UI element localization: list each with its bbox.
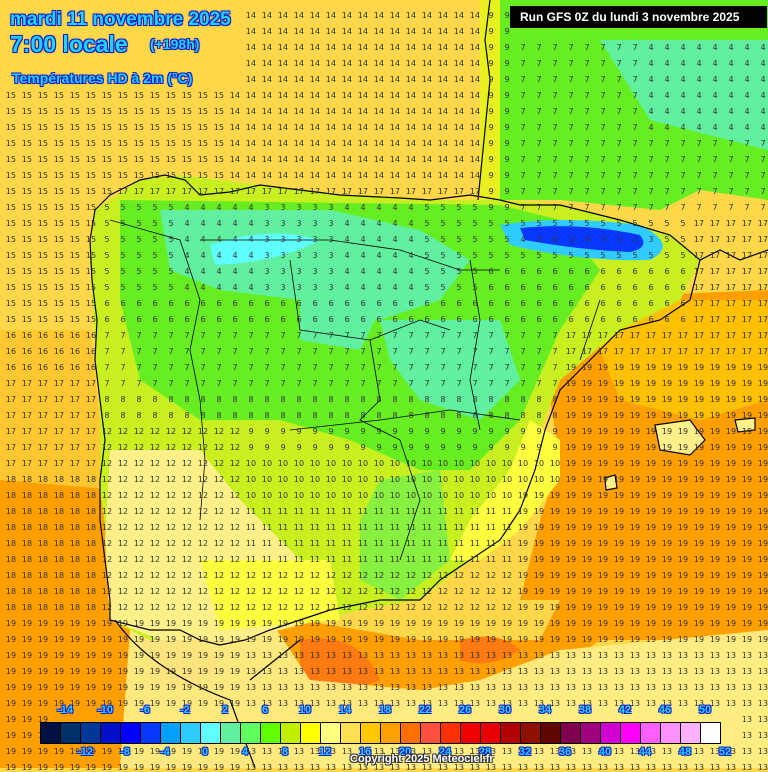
colorbar-swatch [341, 723, 361, 743]
colorbar-swatch [261, 723, 281, 743]
colorbar-label-bottom: -4 [160, 746, 170, 758]
colorbar-swatch [561, 723, 581, 743]
colorbar-swatch [621, 723, 641, 743]
colorbar-swatch [581, 723, 601, 743]
colorbar-label-top: -14 [57, 704, 73, 716]
colorbar-label-top: 50 [698, 704, 712, 716]
variable-title: Températures HD à 2m (°C) [12, 70, 193, 86]
colorbar-label-bottom: 20 [398, 746, 412, 758]
colorbar-label-top: 46 [658, 704, 672, 716]
colorbar-label-bottom: 32 [518, 746, 532, 758]
colorbar-swatch [501, 723, 521, 743]
colorbar-swatch [401, 723, 421, 743]
colorbar-label-bottom: 28 [478, 746, 492, 758]
colorbar-label-bottom: 48 [678, 746, 692, 758]
colorbar-swatch [221, 723, 241, 743]
colorbar-label-top: -6 [140, 704, 150, 716]
colorbar-label-top: 34 [538, 704, 552, 716]
colorbar-swatch [41, 723, 61, 743]
colorbar-label-top: 14 [338, 704, 352, 716]
colorbar-swatch [481, 723, 501, 743]
colorbar-swatch [381, 723, 401, 743]
colorbar-swatch [181, 723, 201, 743]
colorbar-swatch [441, 723, 461, 743]
colorbar-swatch [521, 723, 541, 743]
colorbar-label-bottom: 40 [598, 746, 612, 758]
colorbar-label-bottom: 16 [358, 746, 372, 758]
colorbar-label-bottom: 24 [438, 746, 452, 758]
copyright-notice: Copyright 2025 Meteociel.fr [350, 753, 494, 765]
colorbar-label-top: 26 [458, 704, 472, 716]
colorbar-label-top: -10 [97, 704, 113, 716]
colorbar-swatch [321, 723, 341, 743]
colorbar-swatch [241, 723, 261, 743]
colorbar-label-top: 10 [298, 704, 312, 716]
colorbar-label-top: -2 [180, 704, 190, 716]
colorbar-label-bottom: -8 [120, 746, 130, 758]
colorbar-label-bottom: 36 [558, 746, 572, 758]
colorbar-swatch [141, 723, 161, 743]
colorbar-swatch [301, 723, 321, 743]
colorbar-swatch [641, 723, 661, 743]
colorbar-label-top: 38 [578, 704, 592, 716]
colorbar-label-bottom: 0 [201, 746, 209, 758]
forecast-time: 7:00 locale [10, 31, 128, 57]
colorbar-label-bottom: 4 [241, 746, 249, 758]
colorbar-swatch [661, 723, 681, 743]
colorbar-label-bottom: 8 [281, 746, 289, 758]
colorbar-swatch [101, 723, 121, 743]
colorbar-swatch [281, 723, 301, 743]
colorbar-swatch [161, 723, 181, 743]
colorbar-swatch [681, 723, 701, 743]
colorbar-swatch [601, 723, 621, 743]
colorbar-label-top: 6 [261, 704, 269, 716]
forecast-offset: (+198h) [150, 36, 200, 52]
colorbar-label-top: 18 [378, 704, 392, 716]
colorbar-swatch [541, 723, 561, 743]
colorbar-swatch [421, 723, 441, 743]
colorbar-label-bottom: 44 [638, 746, 652, 758]
colorbar-label-top: 30 [498, 704, 512, 716]
temperature-colorbar [40, 722, 721, 744]
colorbar-label-bottom: -12 [77, 746, 93, 758]
colorbar-swatch [201, 723, 221, 743]
colorbar-swatch [361, 723, 381, 743]
colorbar-swatch [701, 723, 720, 743]
colorbar-label-top: 42 [618, 704, 632, 716]
colorbar-swatch [121, 723, 141, 743]
colorbar-label-bottom: 12 [318, 746, 332, 758]
colorbar-label-bottom: 52 [718, 746, 732, 758]
colorbar-label-top: 22 [418, 704, 432, 716]
colorbar-swatch [61, 723, 81, 743]
colorbar-swatch [461, 723, 481, 743]
forecast-date: mardi 11 novembre 2025 [10, 9, 231, 30]
colorbar-swatch [81, 723, 101, 743]
colorbar-label-top: 2 [221, 704, 229, 716]
model-run-label: Run GFS 0Z du lundi 3 novembre 2025 [510, 6, 767, 28]
